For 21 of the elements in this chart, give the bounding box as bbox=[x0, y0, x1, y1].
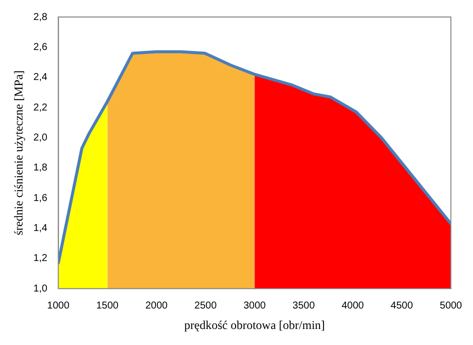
x-tick-label: 3000 bbox=[243, 300, 266, 312]
y-tick-label: 1,0 bbox=[33, 283, 48, 294]
x-tick-label: 1000 bbox=[47, 300, 70, 312]
x-tick-label: 2500 bbox=[194, 300, 218, 312]
y-tick-label: 1,6 bbox=[33, 192, 48, 204]
x-tick-label: 5000 bbox=[440, 300, 462, 312]
x-tick-label: 4000 bbox=[342, 300, 364, 312]
y-tick-label: 2,2 bbox=[33, 102, 48, 114]
x-tick-label: 4500 bbox=[390, 300, 414, 312]
y-tick-label: 2,0 bbox=[33, 132, 48, 144]
y-axis-title: średnie ciśnienie użyteczne [MPa] bbox=[11, 70, 26, 236]
x-tick-label: 3500 bbox=[292, 300, 316, 312]
x-tick-label: 2000 bbox=[145, 300, 168, 312]
y-tick-label: 2,4 bbox=[33, 72, 48, 84]
x-axis-title: prędkość obrotowa [obr/min] bbox=[184, 318, 325, 332]
y-tick-label: 1,8 bbox=[33, 162, 48, 174]
y-tick-label: 1,2 bbox=[33, 253, 48, 264]
x-tick-label: 1500 bbox=[96, 300, 119, 312]
y-tick-label: 2,6 bbox=[33, 42, 48, 53]
y-tick-label: 1,4 bbox=[33, 222, 48, 234]
y-tick-label: 2,8 bbox=[33, 12, 48, 23]
